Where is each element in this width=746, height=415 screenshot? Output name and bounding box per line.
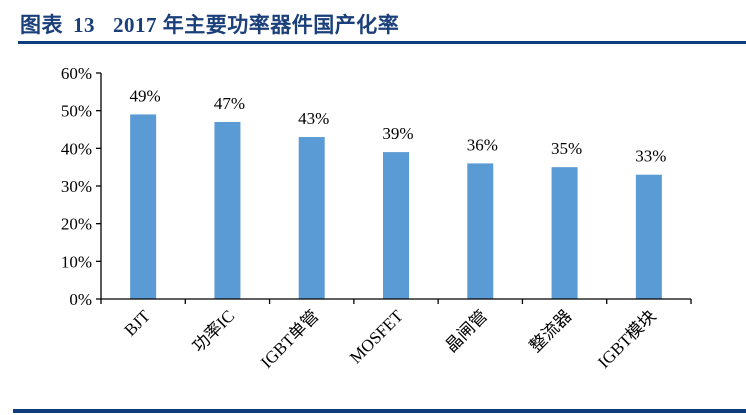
bar <box>383 152 409 299</box>
bottom-divider <box>13 409 746 413</box>
data-label: 33% <box>635 147 666 166</box>
title-divider <box>18 41 746 44</box>
x-category-label: 晶闸管 <box>442 306 491 355</box>
bar <box>298 137 325 299</box>
figure-title: 图表 13 2017 年主要功率器件国产化率 <box>20 9 399 39</box>
data-label: 36% <box>467 135 498 154</box>
x-category-label: IGBT单管 <box>257 306 323 372</box>
data-label: 47% <box>214 94 245 113</box>
bar <box>467 163 494 299</box>
data-label: 39% <box>382 124 413 143</box>
x-category-label: BJT <box>120 306 154 340</box>
y-tick-label: 0% <box>69 290 92 309</box>
chart-title: 2017 年主要功率器件国产化率 <box>113 13 400 37</box>
y-tick-label: 20% <box>61 215 92 234</box>
data-label: 43% <box>298 109 329 128</box>
bar <box>551 167 578 299</box>
bar <box>214 121 241 299</box>
figure-number: 13 <box>73 13 95 37</box>
y-tick-label: 30% <box>61 177 92 196</box>
bar <box>130 114 157 299</box>
x-category-label: 整流器 <box>526 306 575 355</box>
x-category-label: MOSFET <box>346 306 407 367</box>
y-axis: 0% 10% 20% 30% 40% 50% 60% <box>61 64 102 309</box>
bars: 49% 47% 43% 39% 36% 35% 33% <box>130 86 666 299</box>
data-label: 35% <box>551 139 582 158</box>
y-tick-label: 60% <box>61 64 92 83</box>
data-label: 49% <box>130 86 161 105</box>
x-category-label: IGBT模块 <box>594 306 660 372</box>
figure-label: 图表 <box>20 13 63 37</box>
y-tick-label: 50% <box>61 102 92 121</box>
y-tick-label: 10% <box>61 252 92 271</box>
y-tick-label: 40% <box>61 139 92 158</box>
bar <box>635 174 662 299</box>
x-category-label: 功率IC <box>189 306 238 355</box>
x-axis: BJT 功率IC IGBT单管 MOSFET 晶闸管 整流器 IGBT模块 <box>100 298 692 372</box>
